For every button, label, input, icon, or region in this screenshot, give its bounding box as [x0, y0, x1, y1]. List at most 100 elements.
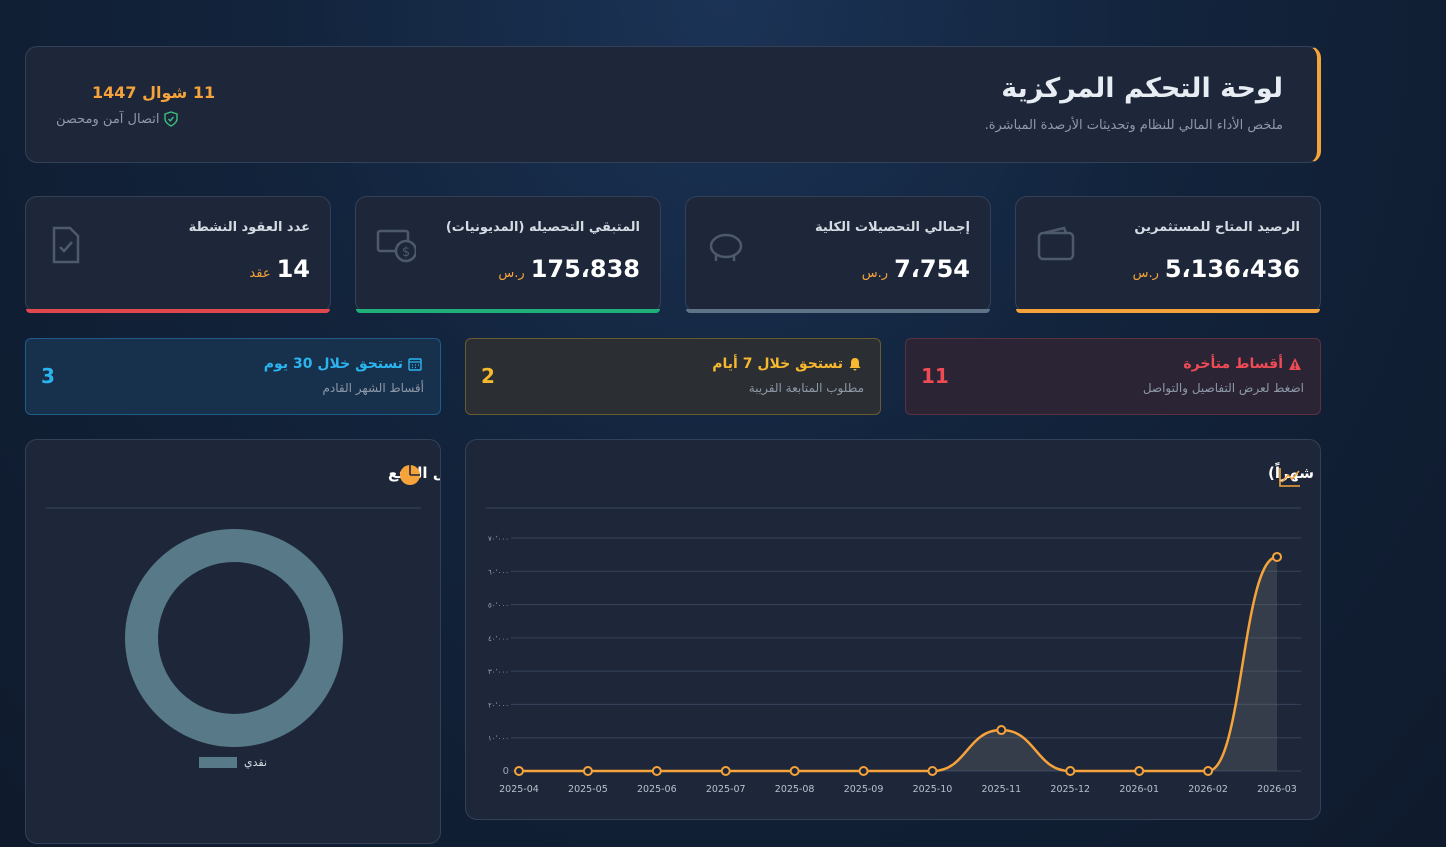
stat-card: الرصيد المتاح للمستثمرين 5،136،436 ر.س	[1015, 196, 1321, 313]
stat-value: 5،136،436	[1164, 255, 1300, 283]
y-tick-label: ٢٠٬٠٠٠	[488, 701, 509, 709]
y-tick-label: ٥٠٬٠٠٠	[488, 602, 509, 610]
stat-icon	[709, 233, 743, 261]
page-subtitle: ملخص الأداء المالي للنظام وتحديثات الأرص…	[984, 118, 1283, 133]
alert-count: 11	[921, 364, 949, 388]
stat-label: الرصيد المتاح للمستثمرين	[1134, 220, 1300, 235]
alert-title: تستحق خلال 7 أيام	[712, 356, 843, 372]
stat-label: عدد العقود النشطة	[188, 220, 310, 235]
chart-title: أداء التحصيلات الشهرية (آخر 12 شهراً)	[1268, 462, 1320, 482]
point	[514, 766, 524, 776]
point	[1272, 551, 1282, 562]
x-tick-label: 2025-12	[1050, 784, 1090, 795]
y-tick-label: ١٠٬٠٠٠	[488, 735, 509, 743]
stat-accent	[686, 309, 990, 313]
alert-count: 3	[41, 364, 55, 388]
connection-text: اتصال آمن ومحصن	[56, 111, 160, 127]
point	[582, 766, 593, 776]
y-tick-label: 0	[503, 766, 509, 777]
y-tick-label: ٦٠٬٠٠٠	[488, 568, 509, 576]
pie-chart: توزيع وسائل الدفعنقدي	[46, 464, 440, 769]
alert-title-row: تستحق خلال 7 أيام	[712, 356, 862, 372]
point	[1203, 766, 1214, 776]
line-chart: أداء التحصيلات الشهرية (آخر 12 شهراً) 0 ١٠…	[486, 462, 1320, 795]
alert-subtitle: مطلوب المتابعة القريبة	[748, 381, 864, 395]
connection: اتصال آمن ومحصن	[56, 111, 179, 127]
stat-unit: ر.س	[1132, 266, 1159, 281]
alert-icon	[849, 358, 861, 371]
stat-icon: $	[376, 229, 416, 263]
alert-title-row: أقساط متأخرة	[1183, 356, 1302, 372]
alert-subtitle: أقساط الشهر القادم	[322, 381, 425, 395]
legend-label: نقدي	[244, 756, 267, 769]
point	[720, 766, 731, 776]
point	[858, 766, 869, 776]
alert-card: أقساط متأخرة اضغط لعرض التفاصيل والتواصل 1…	[905, 338, 1321, 415]
stat-value-row: 14 عقد	[249, 255, 310, 283]
alert-icon	[408, 358, 422, 371]
alert-card: تستحق خلال 7 أيام مطلوب المتابعة القريبة 2	[465, 338, 881, 415]
stat-label: إجمالي التحصيلات الكلية	[815, 220, 970, 235]
stat-unit: ر.س	[861, 266, 889, 281]
stat-card: إجمالي التحصيلات الكلية 7،754 ر.س	[685, 196, 991, 313]
x-tick-label: 2026-02	[1188, 784, 1228, 795]
line-chart-card: أداء التحصيلات الشهرية (آخر 12 شهراً) 0 ١٠…	[465, 439, 1321, 820]
chart-icon	[1279, 468, 1300, 487]
y-tick-label: ٣٠٬٠٠٠	[488, 668, 509, 676]
header-card: لوحة التحكم المركزية ملخص الأداء المالي …	[25, 46, 1321, 163]
alert-title: تستحق خلال 30 يوم	[263, 356, 403, 372]
stat-value: 7،754	[894, 255, 970, 283]
line	[519, 555, 1278, 773]
chart-icon	[409, 465, 420, 476]
pie-chart-card: توزيع وسائل الدفعنقدي	[25, 439, 441, 844]
alert-count: 2	[481, 364, 495, 388]
stat-unit: عقد	[249, 266, 271, 281]
date: 11 شوال 1447	[92, 83, 216, 102]
x-tick-label: 2026-01	[1119, 784, 1159, 795]
alert-title-row: تستحق خلال 30 يوم	[264, 356, 422, 372]
point	[1065, 766, 1076, 776]
point	[927, 766, 938, 776]
x-tick-label: 2025-06	[637, 784, 677, 795]
x-tick-label: 2025-10	[913, 784, 953, 795]
stat-value-row: 5،136،436 ر.س	[1133, 255, 1300, 283]
donut-slice	[125, 529, 343, 747]
shield-icon	[164, 111, 179, 127]
alert-icon	[1289, 358, 1301, 370]
point	[651, 766, 662, 776]
x-tick-label: 2026-03	[1257, 784, 1297, 795]
alert-card: تستحق خلال 30 يوم أقساط الشهر القادم 3	[25, 338, 441, 415]
stat-unit: ر.س	[498, 266, 525, 281]
alert-title: أقساط متأخرة	[1183, 356, 1283, 372]
stat-accent	[1016, 309, 1320, 313]
point	[789, 766, 800, 776]
svg-text:$: $	[402, 245, 410, 260]
x-tick-label: 2025-11	[982, 784, 1022, 795]
stat-accent	[356, 309, 660, 313]
y-tick-label: ٤٠٬٠٠٠	[488, 635, 509, 643]
legend-swatch	[199, 757, 237, 768]
stat-icon	[1037, 226, 1075, 261]
page-title: لوحة التحكم المركزية	[1001, 73, 1283, 104]
stat-accent	[26, 309, 330, 313]
stat-card: المتبقي التحصيله (المديونيات) 175،838 ر.س $	[355, 196, 661, 313]
point	[996, 725, 1007, 736]
x-tick-label: 2025-04	[499, 784, 539, 795]
stat-value: 14	[276, 255, 310, 283]
alert-subtitle: اضغط لعرض التفاصيل والتواصل	[1142, 381, 1304, 395]
stat-value-row: 7،754 ر.س	[862, 255, 970, 283]
x-tick-label: 2025-08	[775, 784, 815, 795]
y-tick-label: ٧٠٬٠٠٠	[488, 535, 509, 543]
stat-card: عدد العقود النشطة 14 عقد	[25, 196, 331, 313]
x-tick-label: 2025-05	[568, 784, 608, 795]
stat-value-row: 175،838 ر.س	[498, 255, 640, 283]
x-tick-label: 2025-07	[706, 784, 746, 795]
stat-icon	[52, 226, 80, 264]
point	[1134, 766, 1145, 776]
area-fill	[519, 556, 1277, 771]
stat-value: 175،838	[530, 255, 640, 283]
stat-label: المتبقي التحصيله (المديونيات)	[445, 220, 640, 235]
x-tick-label: 2025-09	[844, 784, 884, 795]
